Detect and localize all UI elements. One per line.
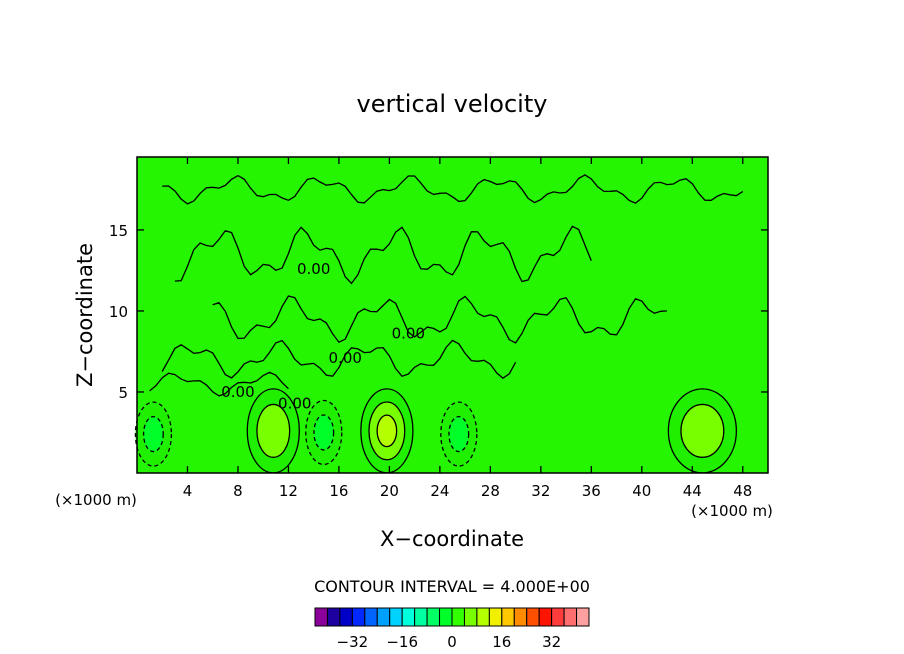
plot-area: 0.00 0.00 0.00 0.00 0.00 xyxy=(134,156,769,474)
x-tick-label: 36 xyxy=(582,482,601,500)
x-tick-label: 28 xyxy=(481,482,500,500)
colorbar-tick-label: 32 xyxy=(542,633,561,651)
updraft-contour-line xyxy=(376,414,398,448)
colorbar-swatch xyxy=(376,607,391,627)
colorbar-swatch xyxy=(439,607,453,627)
x-tick-label: 24 xyxy=(430,482,449,500)
colorbar-tick-label: 0 xyxy=(447,633,457,651)
contour-label: 0.00 xyxy=(221,383,254,401)
y-tick-label: 10 xyxy=(109,303,128,321)
x-axis-unit: (×1000 m) xyxy=(691,502,773,520)
colorbar-swatch xyxy=(463,607,478,627)
colorbar-swatch xyxy=(538,607,553,627)
contour-interval-text: CONTOUR INTERVAL = 4.000E+00 xyxy=(314,577,590,596)
colorbar-swatch xyxy=(426,607,441,627)
colorbar-tick-label: −16 xyxy=(386,633,418,651)
y-tick-label: 5 xyxy=(118,384,128,402)
updraft-contour-line xyxy=(256,403,291,458)
downdraft-contour-line xyxy=(134,401,173,467)
x-tick-label: 16 xyxy=(329,482,348,500)
colorbar-swatch xyxy=(326,607,341,627)
x-tick-label: 8 xyxy=(233,482,243,500)
colorbar-swatch xyxy=(476,607,490,627)
colorbar-swatch xyxy=(551,607,565,627)
updraft-contour-line xyxy=(680,403,725,458)
colorbar-swatch xyxy=(451,607,465,627)
updraft-contour-line xyxy=(368,401,406,461)
contour-label: 0.00 xyxy=(278,394,311,412)
colorbar-swatch xyxy=(526,607,540,627)
downdraft-contour-line xyxy=(313,414,335,451)
downdraft-contour-fill xyxy=(448,416,469,452)
chart-title: vertical velocity xyxy=(357,90,548,118)
colorbar-swatch xyxy=(339,607,353,627)
downdraft-contour-fill xyxy=(143,416,164,452)
y-tick-label: 15 xyxy=(109,222,128,240)
colorbar-swatch xyxy=(414,607,428,627)
colorbar-swatch xyxy=(389,607,403,627)
colorbar-swatch xyxy=(401,607,416,627)
x-tick-label: 4 xyxy=(183,482,193,500)
zero-contour-line xyxy=(162,174,744,205)
contour-label: 0.00 xyxy=(392,325,425,343)
x-tick-label: 48 xyxy=(733,482,752,500)
colorbar-swatch xyxy=(513,607,528,627)
colorbar-swatch xyxy=(351,607,366,627)
updraft-contour-fill xyxy=(377,415,397,447)
contour-label: 0.00 xyxy=(297,260,330,278)
zero-contour-line xyxy=(161,339,517,380)
plot-frame xyxy=(136,156,769,474)
colorbar-tick-label: 16 xyxy=(492,633,511,651)
x-tick-label: 12 xyxy=(279,482,298,500)
colorbar-swatch xyxy=(563,607,578,627)
downdraft-contour-fill xyxy=(313,415,334,450)
colorbar-tick-label: −32 xyxy=(337,633,369,651)
colorbar xyxy=(314,607,590,627)
zero-contour-line xyxy=(212,295,668,344)
y-axis-label: Z−coordinate xyxy=(73,243,97,387)
x-tick-label: 44 xyxy=(683,482,702,500)
colorbar-swatch xyxy=(488,607,503,627)
x-origin-unit: (×1000 m) xyxy=(55,491,137,509)
colorbar-swatch xyxy=(576,607,590,627)
colorbar-swatch xyxy=(314,607,328,627)
downdraft-contour-line xyxy=(305,399,343,466)
zero-contour-line xyxy=(149,371,289,397)
updraft-contour-fill xyxy=(256,404,290,458)
x-tick-label: 20 xyxy=(380,482,399,500)
x-tick-label: 32 xyxy=(531,482,550,500)
contour-label: 0.00 xyxy=(329,349,362,367)
downdraft-contour-line xyxy=(142,416,164,453)
x-tick-label: 40 xyxy=(632,482,651,500)
downdraft-contour-line xyxy=(440,401,478,467)
colorbar-swatch xyxy=(364,607,378,627)
zero-contour-line xyxy=(174,225,592,285)
updraft-contour-fill xyxy=(680,404,724,458)
downdraft-contour-line xyxy=(448,416,470,453)
x-axis-label: X−coordinate xyxy=(380,527,524,551)
colorbar-swatch xyxy=(501,607,515,627)
